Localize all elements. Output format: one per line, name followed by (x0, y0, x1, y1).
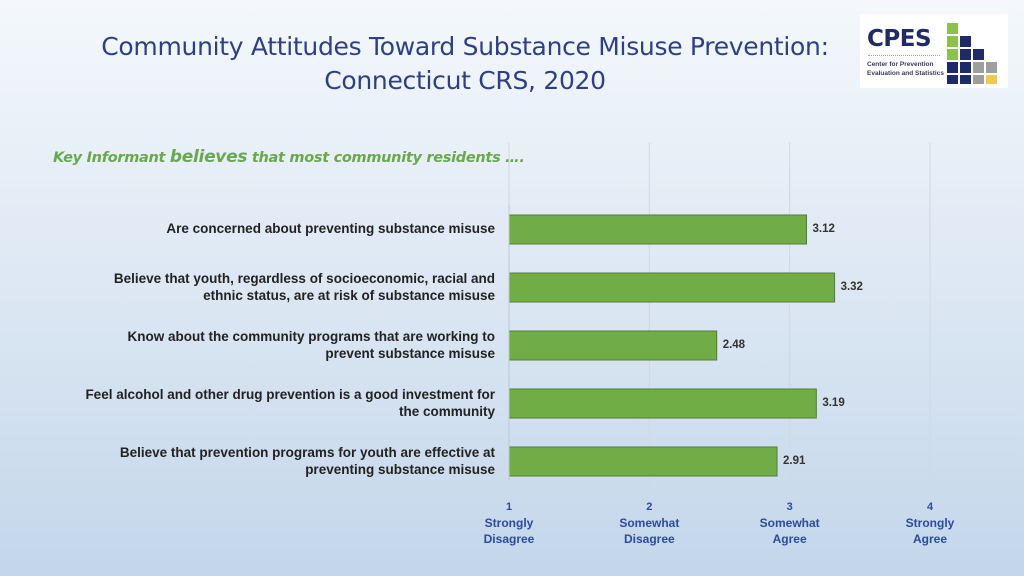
title-line-1: Community Attitudes Toward Substance Mis… (101, 32, 829, 61)
data-label-1: 3.12 (812, 223, 835, 235)
logo-sub-line-1: Center for Prevention (867, 61, 934, 68)
bar-1 (508, 214, 808, 245)
subtitle-emphasis: believes (169, 147, 248, 167)
chart-subtitle: Key Informant believes that most communi… (53, 147, 525, 167)
subtitle-pre: Key Informant (53, 150, 170, 166)
category-label-4: Feel alcohol and other drug prevention i… (85, 386, 495, 419)
title-line-2: Connecticut CRS, 2020 (324, 66, 606, 95)
page-title: Community Attitudes Toward Substance Mis… (60, 30, 870, 98)
bar-5 (508, 446, 778, 477)
data-label-2: 3.32 (840, 281, 863, 293)
x-tick-label-1: 1 Strongly Disagree (483, 501, 535, 546)
logo-sub-line-2: Evaluation and Statistics (867, 69, 944, 77)
data-label-4: 3.19 (822, 397, 845, 409)
x-tick-label-2: 2 Somewhat Disagree (619, 501, 680, 546)
logo-divider (868, 55, 940, 56)
x-tick-label-3: 3 Somewhat Agree (759, 501, 820, 546)
logo-name: CPES (867, 26, 932, 52)
category-label-5: Believe that prevention programs for you… (119, 444, 495, 477)
category-label-1: Are concerned about preventing substance… (166, 221, 495, 236)
data-label-3: 2.48 (722, 339, 746, 351)
x-tick-label-4: 4 Strongly Agree (905, 501, 955, 546)
subtitle-post: that most community residents …. (247, 150, 525, 166)
logo-subtitle: Center for Prevention Evaluation and Sta… (867, 61, 944, 78)
cpes-logo: CPES Center for Prevention Evaluation an… (860, 14, 1008, 88)
data-label-5: 2.91 (783, 455, 806, 467)
category-label-2: Believe that youth, regardless of socioe… (113, 270, 495, 303)
bar-4 (508, 388, 817, 419)
bar-3 (508, 330, 718, 361)
bar-2 (508, 272, 836, 303)
category-label-3: Know about the community programs that a… (127, 328, 495, 361)
